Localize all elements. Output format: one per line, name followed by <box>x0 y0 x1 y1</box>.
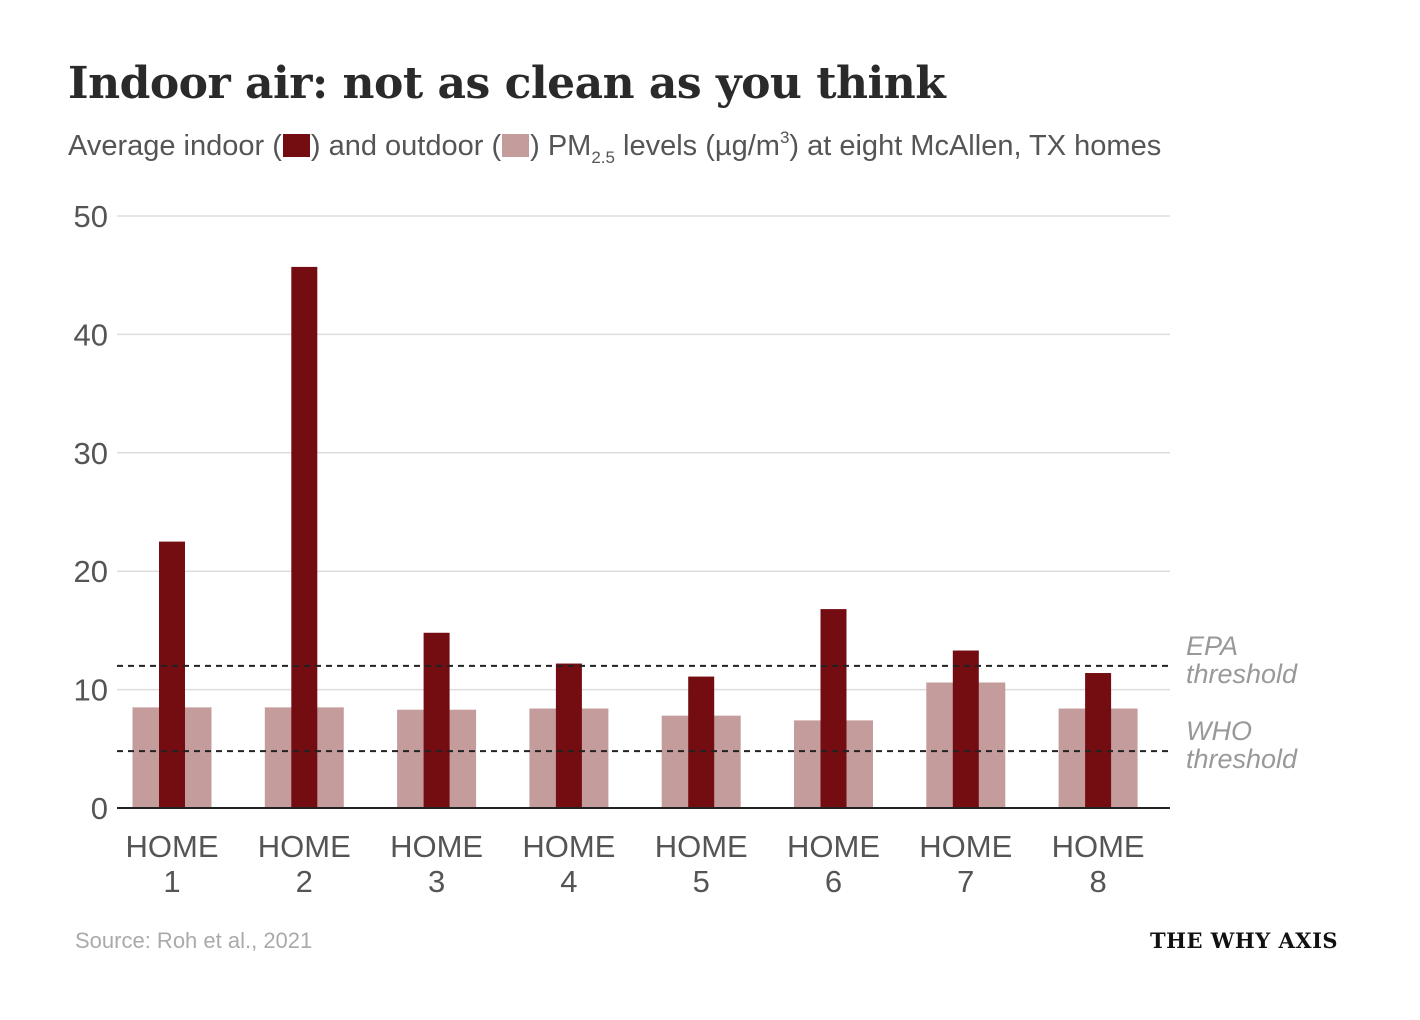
y-tick-label: 30 <box>74 436 108 471</box>
subtitle-text-location: ) at eight McAllen, TX homes <box>789 130 1162 162</box>
threshold-label: WHO <box>1186 716 1252 746</box>
indoor-bar <box>688 676 715 808</box>
threshold-label: threshold <box>1186 744 1298 774</box>
x-tick-label: 5 <box>693 864 710 899</box>
subtitle-text-units: levels (µg/m <box>614 130 780 162</box>
x-tick-label: HOME <box>655 829 748 864</box>
subtitle-text-average: Average indoor ( <box>68 130 282 162</box>
subtitle-text-and-outdoor: ) and outdoor ( <box>310 130 502 162</box>
x-tick-label: HOME <box>919 829 1012 864</box>
indoor-bar <box>1085 673 1112 808</box>
threshold-label: threshold <box>1186 659 1298 689</box>
y-tick-label: 50 <box>74 199 108 234</box>
indoor-bar <box>820 609 847 808</box>
x-tick-label: HOME <box>390 829 483 864</box>
x-tick-label: HOME <box>258 829 351 864</box>
subtitle-superscript: 3 <box>779 128 790 147</box>
indoor-bar <box>555 663 582 808</box>
indoor-bar <box>952 650 979 808</box>
source-note: Source: Roh et al., 2021 <box>75 928 313 953</box>
y-tick-label: 40 <box>74 317 108 352</box>
x-tick-label: 2 <box>296 864 313 899</box>
x-tick-label: HOME <box>1052 829 1145 864</box>
x-tick-label: 3 <box>428 864 445 899</box>
x-tick-label: HOME <box>522 829 615 864</box>
y-tick-label: 0 <box>91 791 108 826</box>
indoor-bar <box>291 266 318 808</box>
x-tick-label: HOME <box>787 829 880 864</box>
chart-subtitle: Average indoor ( ) and outdoor ( ) PM2.5 l… <box>68 128 1161 168</box>
indoor-bar <box>159 541 185 808</box>
x-tick-label: HOME <box>126 829 219 864</box>
y-tick-label: 10 <box>74 673 108 708</box>
x-tick-label: 6 <box>825 864 842 899</box>
outdoor-legend-swatch <box>502 134 530 157</box>
x-tick-label: 4 <box>560 864 577 899</box>
x-tick-label: 7 <box>957 864 974 899</box>
chart-title: Indoor air: not as clean as you think <box>68 58 946 109</box>
y-tick-label: 20 <box>74 554 108 589</box>
threshold-label: EPA <box>1186 631 1238 661</box>
brand-logo: THE WHY AXIS <box>1150 928 1339 953</box>
x-tick-label: 8 <box>1089 864 1106 899</box>
x-tick-label: 1 <box>163 864 180 899</box>
subtitle-subscript: 2.5 <box>591 148 615 167</box>
subtitle-text-pm: ) PM <box>530 130 592 162</box>
indoor-legend-swatch <box>282 134 310 157</box>
indoor-bar <box>423 632 450 808</box>
